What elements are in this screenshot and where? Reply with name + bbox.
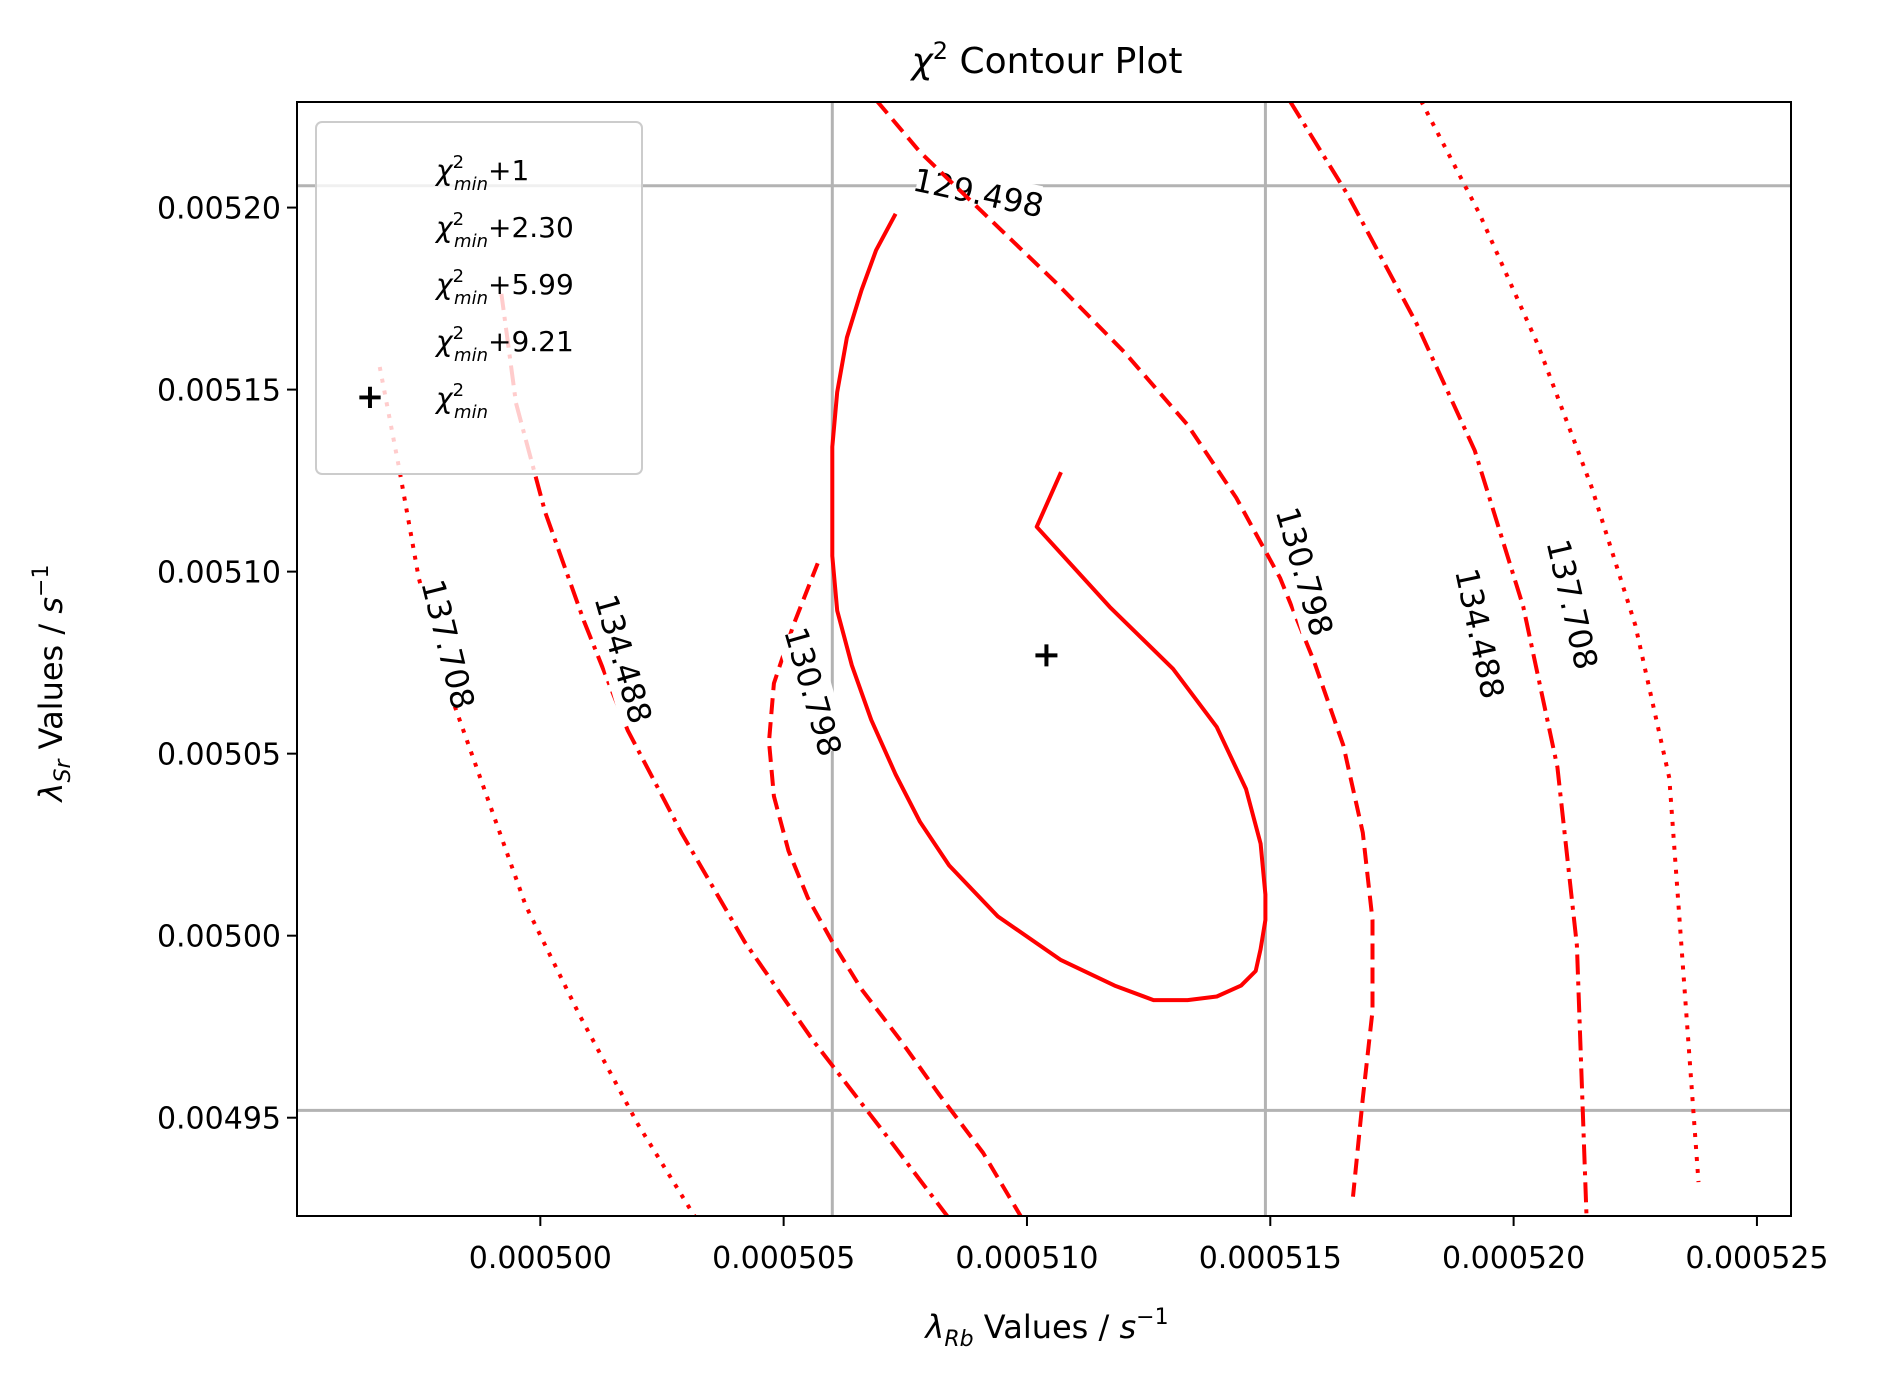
chi-min-marker [1035,644,1058,667]
y-tick-label: 0.00495 [157,1102,281,1137]
legend: χ2 min+1 χ2 min+2.30 χ2 min+5.99 χ2 min+9.21 + χ2… [315,121,643,475]
contour-line-solid [830,212,1268,1003]
contour-line-dotted [377,366,697,1216]
legend-entry-label: χ2 min [434,380,488,423]
contour-line-dotted-right [1419,102,1701,1183]
legend-entry-label: χ2 min+9.21 [434,323,574,366]
y-tick-label: 0.00520 [157,192,281,227]
legend-entry-label: χ2 min+1 [434,152,529,195]
legend-marker-plus: + [356,377,385,417]
x-tick-label: 0.000525 [1685,1241,1828,1276]
y-tick-label: 0.00500 [157,920,281,955]
chart-title: χ2 Contour Plot [909,37,1182,82]
y-axis-label: λSr Values / s−1 [29,565,76,804]
contour-level-label: 130.798 [776,623,849,761]
y-tick-label: 0.00515 [157,374,281,409]
x-tick-label: 0.000520 [1442,1241,1585,1276]
y-tick-label: 0.00505 [157,738,281,773]
x-tick-label: 0.000510 [955,1241,1098,1276]
x-axis-label: λRb Values / s−1 [923,1305,1168,1352]
legend-box [315,121,643,475]
contour-level-label: 134.488 [1447,565,1512,702]
contour-line-dashed-right [875,102,1375,1197]
contour-level-label: 130.798 [1268,503,1341,641]
y-tick-label: 0.00510 [157,556,281,591]
x-tick-label: 0.000500 [469,1241,612,1276]
contour-level-label: 129.498 [910,161,1047,226]
plot-frame [296,101,1792,1217]
legend-entry-label: χ2 min+2.30 [434,209,574,252]
contour-level-label: 137.708 [1539,536,1606,673]
x-tick-label: 0.000505 [712,1241,855,1276]
axes: 0.000500 0.000505 0.000510 0.000515 0.000520… [157,101,1829,1276]
contour-level-label: 137.708 [413,576,482,714]
contour-line-dashed [767,562,1023,1216]
x-tick-label: 0.000515 [1199,1241,1342,1276]
legend-entry-label: χ2 min+5.99 [434,266,574,309]
contour-line-dashdot-right [1288,102,1589,1216]
